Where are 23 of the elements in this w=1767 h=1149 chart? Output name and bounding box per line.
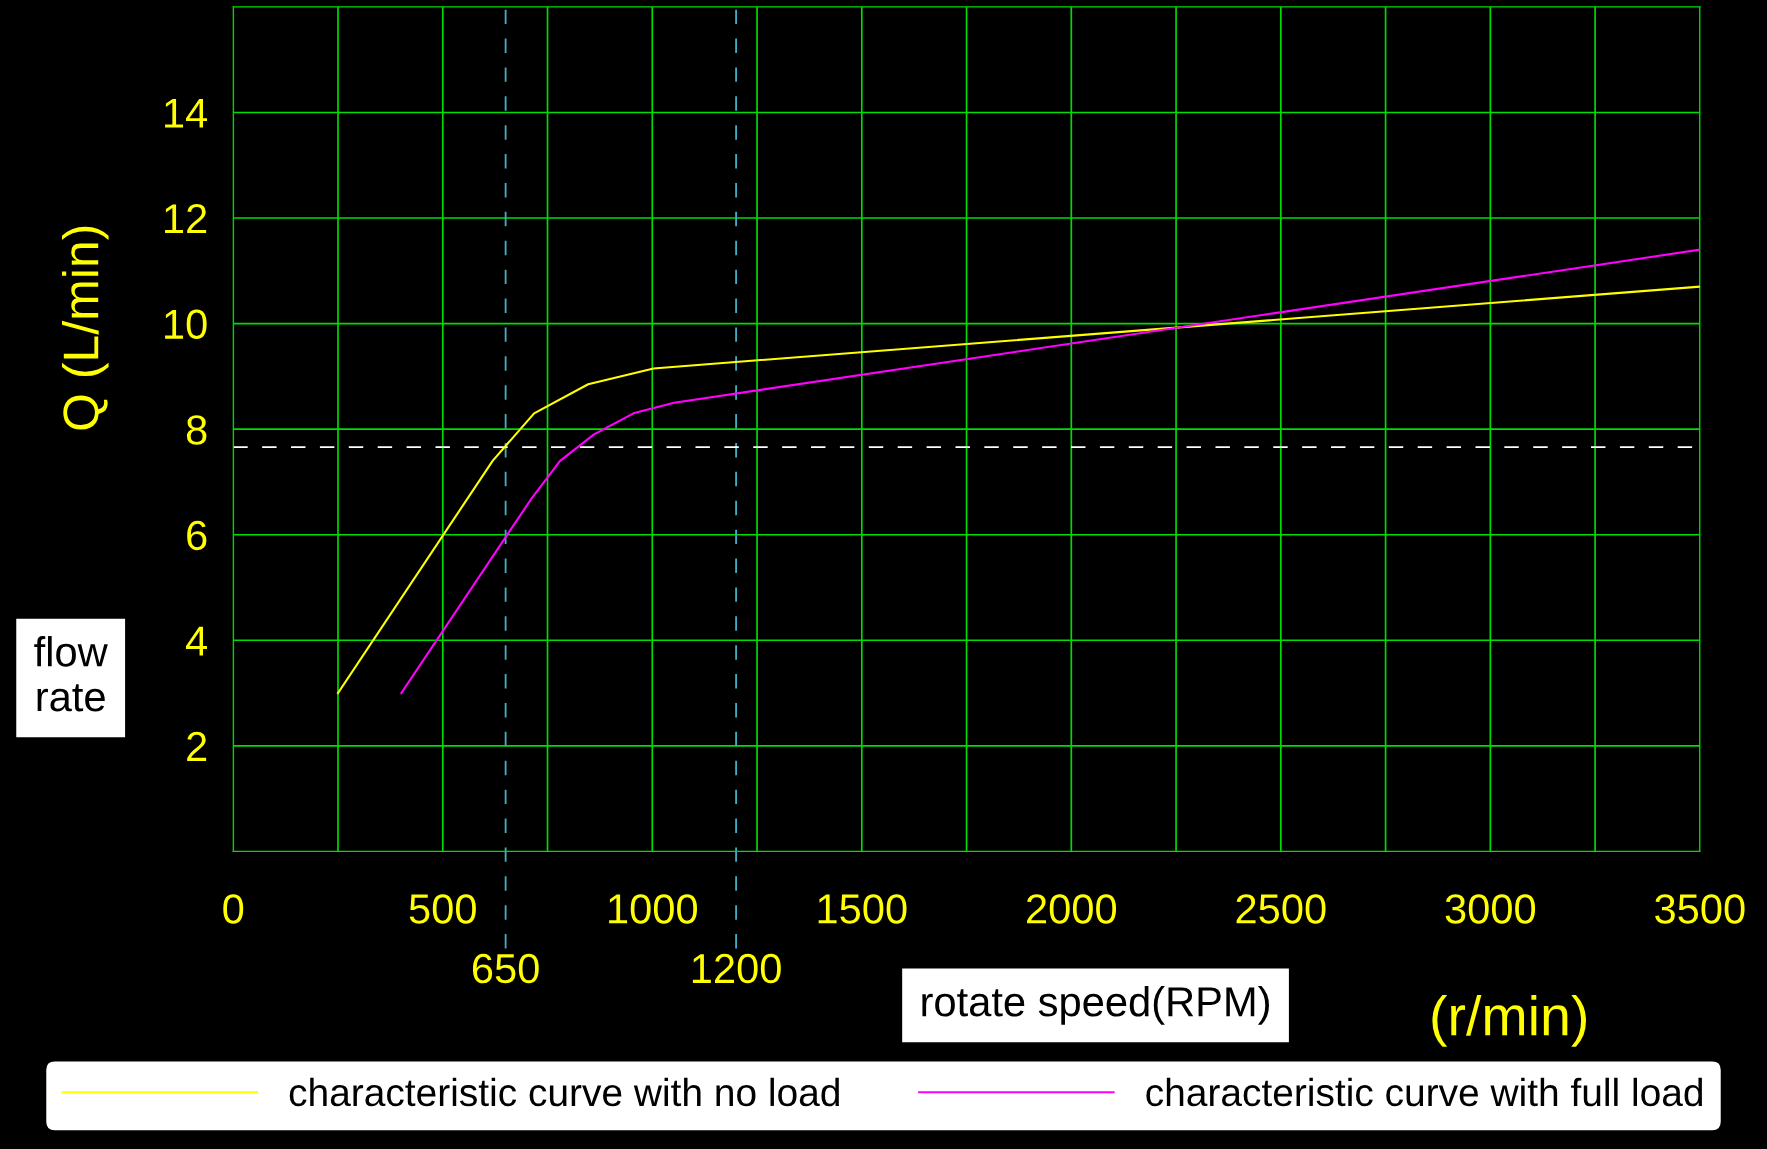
x-tick-label: 2000 — [1027, 894, 1117, 924]
x-tick-label: 500 — [409, 894, 476, 924]
x-tick-label: 1000 — [609, 894, 697, 924]
y-tick-label: 4 — [186, 626, 208, 656]
x-tick-label: 1500 — [818, 894, 907, 924]
y-tick-label: 2 — [187, 731, 207, 761]
y-axis-title: Q (L/min) — [61, 226, 109, 430]
text: flow rate — [34, 636, 108, 712]
x-axis-title: (r/min) — [1432, 994, 1586, 1047]
y-tick-label: 10 — [165, 309, 207, 340]
x-tick-label: 2500 — [1236, 894, 1326, 924]
text: rotate speed(RPM) — [922, 985, 1269, 1025]
y-tick-label: 12 — [165, 204, 207, 234]
y-tick-label: 8 — [186, 415, 207, 445]
x-tick-label: 0 — [223, 894, 244, 924]
ref-line-label: 650 — [472, 953, 539, 984]
legend-label: characteristic curve with no load — [289, 1077, 839, 1107]
y-tick-label: 14 — [165, 98, 208, 128]
y-tick-label: 6 — [187, 520, 207, 551]
x-tick-label: 3500 — [1655, 894, 1745, 924]
x-tick-label: 3000 — [1445, 894, 1536, 924]
legend-label: characteristic curve with full load — [1146, 1077, 1702, 1107]
ref-line-label: 1200 — [692, 953, 781, 984]
